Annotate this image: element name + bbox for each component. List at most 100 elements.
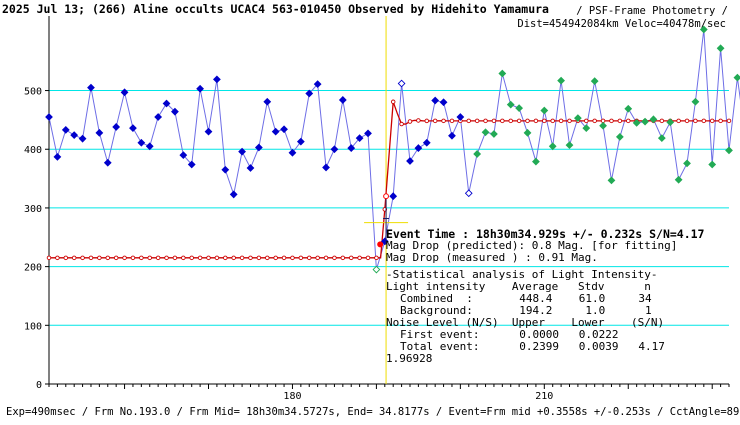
data-point — [439, 98, 448, 107]
data-point — [179, 151, 188, 160]
data-point — [53, 152, 62, 161]
data-point — [557, 76, 565, 85]
fit-sample-point — [626, 118, 631, 124]
data-point — [590, 77, 599, 86]
data-point — [414, 144, 423, 152]
fit-sample-point — [155, 255, 161, 261]
data-points — [45, 25, 740, 274]
fit-sample-point — [709, 118, 715, 124]
fit-sample-point — [567, 118, 572, 124]
data-point — [313, 80, 322, 88]
fit-sample-point — [390, 99, 396, 105]
data-point — [599, 121, 607, 130]
fit-sample-point — [533, 118, 539, 124]
fit-sample-point — [71, 255, 77, 261]
data-point — [691, 97, 700, 106]
fit-sample-point — [348, 255, 354, 261]
y-tick-label-500: 500 — [24, 87, 42, 98]
y-tick-label-100: 100 — [24, 321, 42, 332]
data-point — [263, 97, 272, 106]
fit-sample-point — [172, 255, 178, 261]
chart-title: 2025 Jul 13; (266) Aline occults UCAC4 5… — [2, 2, 549, 16]
data-point — [624, 104, 633, 113]
fit-sample-point — [256, 255, 262, 261]
fit-sample-point — [693, 118, 698, 124]
fit-sample-point — [474, 118, 480, 124]
data-point — [498, 69, 507, 78]
fit-sample-point — [718, 118, 723, 124]
fit-sample-point — [416, 118, 421, 123]
event-upper-point — [383, 193, 389, 200]
event-info-block: Event Time : 18h30m34.929s +/- 0.232s S/… — [386, 227, 705, 264]
data-point — [448, 131, 456, 140]
data-point — [95, 128, 104, 137]
data-point — [397, 79, 406, 88]
fit-sample-point — [197, 255, 203, 261]
fit-sample-point — [617, 118, 623, 124]
data-point — [666, 118, 675, 127]
fit-sample-point — [592, 118, 597, 124]
data-point — [271, 127, 280, 136]
fit-sample-point — [357, 255, 362, 261]
data-point — [137, 138, 146, 147]
data-point — [632, 118, 641, 127]
fit-sample-point — [97, 255, 102, 261]
fit-sample-point — [248, 255, 253, 261]
data-point — [171, 107, 179, 116]
fit-sample-point — [558, 118, 564, 124]
data-point — [733, 73, 740, 82]
fit-sample-point — [306, 255, 312, 261]
fit-sample-point — [441, 118, 446, 124]
grid-lines — [49, 90, 729, 326]
fit-sample-point — [399, 121, 404, 127]
data-point — [456, 113, 465, 121]
fit-curve — [46, 99, 732, 261]
fit-sample-point — [424, 118, 430, 124]
data-point — [582, 124, 591, 133]
y-tick-label-300: 300 — [24, 204, 42, 215]
fit-sample-point — [130, 255, 136, 261]
data-point — [481, 128, 490, 137]
fit-sample-point — [281, 255, 287, 261]
fit-sample-point — [726, 118, 732, 124]
data-point — [641, 117, 649, 126]
data-point — [204, 127, 213, 136]
fit-sample-point — [88, 255, 94, 261]
fit-sample-point — [122, 255, 127, 261]
data-point — [515, 104, 524, 113]
footer-info: Exp=490msec / Frm No.193.0 / Frm Mid= 18… — [6, 406, 740, 418]
data-point — [196, 84, 205, 93]
data-point — [372, 265, 381, 274]
data-point — [288, 148, 297, 157]
fit-sample-point — [676, 118, 681, 124]
fit-sample-point — [206, 255, 211, 261]
event-marker — [364, 193, 409, 248]
data-point — [406, 157, 414, 165]
data-point — [355, 134, 364, 142]
data-point — [103, 158, 112, 167]
fit-sample-point — [214, 255, 220, 261]
data-point — [532, 157, 540, 166]
fit-sample-point — [701, 118, 707, 124]
data-point — [506, 100, 515, 109]
y-tick-label-200: 200 — [24, 263, 42, 274]
statistics-block: -Statistical analysis of Light Intensity… — [386, 268, 665, 365]
fit-sample-point — [659, 118, 665, 124]
fit-sample-point — [189, 255, 194, 261]
data-point — [246, 164, 255, 172]
stats-background: Background: 194.2 1.0 1 — [400, 304, 652, 317]
fit-sample-point — [63, 255, 69, 261]
fit-sample-point — [542, 118, 547, 124]
mag-drop-predicted: Mag Drop (predicted): 0.8 Mag. [for fitt… — [386, 239, 677, 252]
data-point — [464, 189, 473, 198]
fit-sample-point — [113, 255, 119, 261]
fit-sample-point — [500, 118, 505, 124]
stats-columns: Light intensity Average Stdv n — [386, 280, 651, 293]
data-point — [649, 115, 658, 124]
data-point — [699, 25, 708, 34]
fit-sample-point — [609, 118, 614, 124]
fit-sample-point — [139, 255, 144, 261]
fit-sample-point — [147, 255, 152, 261]
data-point — [615, 133, 624, 141]
data-point — [708, 160, 717, 169]
